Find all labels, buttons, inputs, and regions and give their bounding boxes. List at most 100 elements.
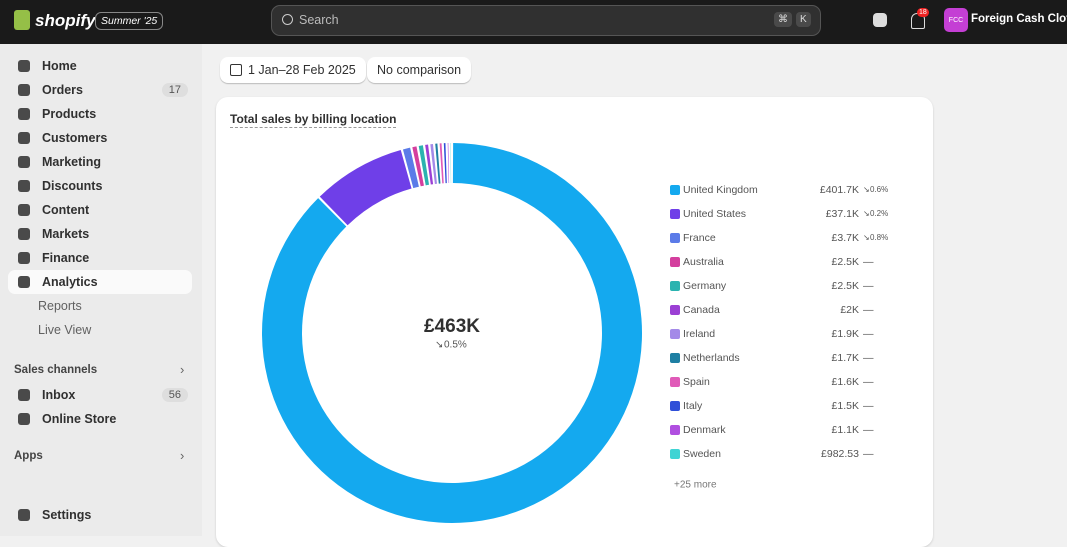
nav-label: Products [42, 107, 97, 121]
card-title: Total sales by billing location [230, 112, 397, 128]
donut-segment [319, 150, 412, 226]
donut-segment [450, 143, 452, 183]
chart: £463K ↘ 0.5% +25 more United Kingdom £401… [262, 143, 888, 523]
legend-change: — [863, 424, 874, 436]
donut-segment [443, 143, 447, 184]
legend-swatch [670, 377, 680, 387]
legend-value: £37.1K [826, 208, 859, 220]
legend-value: £2K [840, 304, 859, 316]
nav-item[interactable]: Online Store [8, 407, 192, 431]
donut-segment [412, 146, 424, 187]
donut-segment [439, 143, 444, 184]
legend-change: — [863, 352, 874, 364]
nav-item[interactable]: Finance [8, 246, 192, 270]
comparison-filter[interactable]: No comparison [367, 57, 472, 83]
store-name[interactable]: Foreign Cash Clothi [971, 13, 1067, 25]
legend-swatch [670, 401, 680, 411]
nav-subitem[interactable]: Reports [38, 299, 82, 313]
nav-icon [18, 509, 30, 521]
sidebar: Home Orders 17 Products Customers Marketing Di… [0, 44, 202, 536]
key: ⌘ [774, 12, 792, 27]
nav-label: Discounts [42, 179, 103, 193]
nav-icon [18, 60, 30, 72]
legend-swatch [670, 185, 680, 195]
nav-label: Orders [42, 83, 83, 97]
nav-label: Customers [42, 131, 108, 145]
legend-swatch [670, 449, 680, 459]
legend-label: Germany [683, 280, 727, 292]
legend-value: £1.5K [832, 400, 859, 412]
nav-label: Markets [42, 227, 90, 241]
legend-value: £2.5K [832, 256, 859, 268]
chevron: › [180, 448, 185, 463]
donut-segment [425, 144, 434, 185]
nav-label: Online Store [42, 412, 117, 426]
nav-icon [18, 276, 30, 288]
legend-label: Ireland [683, 328, 715, 340]
legend-label: Canada [683, 304, 720, 316]
legend-change: — [863, 328, 874, 340]
nav-icon [18, 156, 30, 168]
nav-label: Home [42, 59, 77, 73]
nav-icon [18, 204, 30, 216]
legend-label: Italy [683, 400, 703, 412]
legend-change: — [863, 256, 874, 268]
nav-item[interactable]: Content [8, 198, 192, 222]
legend-label: Australia [683, 256, 724, 268]
total: £463K [424, 316, 480, 337]
nav-item[interactable]: Inbox 56 [8, 383, 192, 407]
nav-icon [18, 132, 30, 144]
legend-value: £1.6K [832, 376, 859, 388]
more-link[interactable]: +25 more [674, 480, 717, 491]
nav-icon [18, 108, 30, 120]
nav-icon [18, 228, 30, 240]
nav-icon [18, 413, 30, 425]
nav-label: Analytics [42, 275, 98, 289]
legend-change: — [863, 400, 874, 412]
legend-swatch [670, 329, 680, 339]
date-filter[interactable]: 1 Jan–28 Feb 2025 [220, 57, 366, 83]
legend-label: United States [683, 208, 746, 220]
legend-value: £1.7K [832, 352, 859, 364]
assistant-icon[interactable] [873, 13, 887, 27]
search-icon [282, 14, 293, 25]
filter-label: 1 Jan–28 Feb 2025 [248, 63, 356, 77]
nav-item[interactable]: Customers [8, 126, 192, 150]
trend-icon: ↘ [863, 209, 870, 218]
nav-item[interactable]: Settings [8, 503, 192, 527]
nav-count: 17 [161, 83, 188, 97]
legend-change: 0.6% [870, 185, 888, 194]
legend-label: Netherlands [683, 352, 740, 364]
legend-swatch [670, 305, 680, 315]
legend-change: 0.2% [870, 209, 888, 218]
section-label: Sales channels [14, 364, 98, 376]
nav-item[interactable]: Orders 17 [8, 78, 192, 102]
nav-item[interactable]: Home [8, 54, 192, 78]
chevron: › [180, 362, 185, 377]
nav-item[interactable]: Discounts [8, 174, 192, 198]
search-box[interactable]: Search ⌘ K [271, 5, 821, 36]
nav-icon [18, 180, 30, 192]
legend-change: — [863, 448, 874, 460]
legend-change: — [863, 376, 874, 388]
nav-label: Content [42, 203, 90, 217]
nav-label: Settings [42, 508, 92, 522]
nav-item[interactable]: Products [8, 102, 192, 126]
nav-item[interactable]: Marketing [8, 150, 192, 174]
key: K [796, 12, 811, 27]
legend-swatch [670, 281, 680, 291]
nav-item[interactable]: Markets [8, 222, 192, 246]
card: Total sales by billing location £463K ↘ … [216, 97, 933, 547]
notification-count: 18 [917, 8, 929, 17]
avatar[interactable]: FCC [944, 8, 968, 32]
legend-swatch [670, 353, 680, 363]
legend-swatch [670, 257, 680, 267]
trend-icon: ↘ [435, 340, 443, 351]
nav-item[interactable]: Analytics [8, 270, 192, 294]
nav-icon [18, 252, 30, 264]
nav-subitem[interactable]: Live View [38, 323, 92, 337]
legend-swatch [670, 233, 680, 243]
nav-label: Marketing [42, 155, 102, 169]
legend-value: £982.53 [821, 448, 859, 460]
